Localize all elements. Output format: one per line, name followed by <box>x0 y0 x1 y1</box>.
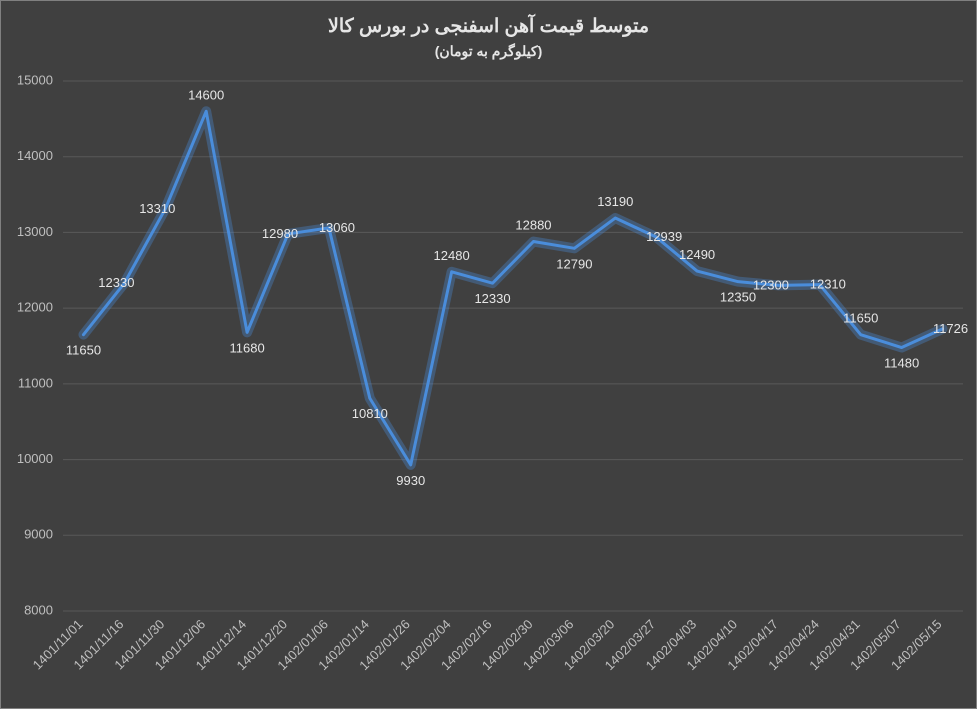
data-label: 9930 <box>396 473 425 488</box>
data-label: 12330 <box>474 291 510 306</box>
y-tick-label: 15000 <box>17 72 53 87</box>
data-label: 12790 <box>556 256 592 271</box>
data-label: 11650 <box>66 343 101 358</box>
data-label: 10810 <box>352 406 388 421</box>
data-label: 12880 <box>515 218 551 233</box>
y-tick-label: 9000 <box>24 527 53 542</box>
data-label: 12330 <box>98 275 134 290</box>
data-label: 12310 <box>810 277 846 292</box>
data-label: 11680 <box>229 340 264 355</box>
data-label: 13190 <box>597 194 633 209</box>
y-tick-label: 12000 <box>17 300 53 315</box>
data-label: 13310 <box>139 201 175 216</box>
y-tick-label: 8000 <box>24 602 53 617</box>
y-tick-label: 10000 <box>17 451 53 466</box>
y-tick-label: 14000 <box>17 148 53 163</box>
data-label: 14600 <box>188 87 224 102</box>
y-tick-label: 13000 <box>17 224 53 239</box>
data-label: 13060 <box>319 220 355 235</box>
data-label: 12350 <box>720 290 756 305</box>
data-label: 12300 <box>753 277 789 292</box>
chart-svg: 8000 9000 10000 11000 12000 13000 14000 15000 11… <box>1 1 977 709</box>
data-label: 12480 <box>434 248 470 263</box>
chart-container: متوسط قیمت آهن اسفنجی در بورس کالا (کیلو… <box>0 0 977 709</box>
data-label: 12939 <box>646 229 682 244</box>
data-label: 12980 <box>262 226 298 241</box>
data-label: 11650 <box>843 311 878 326</box>
data-label: 11480 <box>884 356 919 371</box>
data-label: 12490 <box>679 247 715 262</box>
data-label: 11726 <box>933 321 968 336</box>
y-tick-label: 11000 <box>18 375 53 390</box>
